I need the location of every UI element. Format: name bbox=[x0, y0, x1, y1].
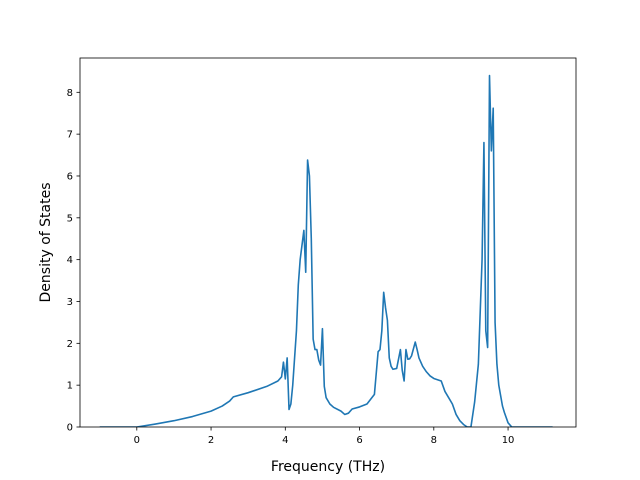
y-tick-label: 2 bbox=[67, 339, 73, 350]
y-tick-label: 1 bbox=[67, 381, 73, 392]
axes-frame bbox=[79, 57, 577, 428]
axis-ticks: 0 2 4 6 8 10 0 1 2 3 4 5 6 7 8 bbox=[67, 88, 515, 446]
y-tick-label: 4 bbox=[67, 255, 73, 266]
x-axis-label: Frequency (THz) bbox=[271, 459, 385, 475]
y-tick-label: 8 bbox=[67, 88, 73, 99]
x-tick-label: 10 bbox=[502, 435, 515, 446]
y-tick-label: 3 bbox=[67, 297, 73, 308]
x-tick-label: 4 bbox=[282, 435, 288, 446]
y-tick-label: 6 bbox=[67, 171, 73, 182]
x-tick-label: 6 bbox=[356, 435, 362, 446]
x-tick-label: 8 bbox=[431, 435, 437, 446]
y-tick-label: 7 bbox=[67, 130, 73, 141]
y-tick-label: 0 bbox=[67, 423, 73, 434]
x-tick-label: 0 bbox=[134, 435, 140, 446]
y-tick-label: 5 bbox=[67, 213, 73, 224]
x-tick-label: 2 bbox=[208, 435, 214, 446]
plot-area bbox=[99, 74, 553, 427]
y-axis-label: Density of States bbox=[38, 183, 54, 303]
dos-series-line bbox=[99, 74, 553, 427]
